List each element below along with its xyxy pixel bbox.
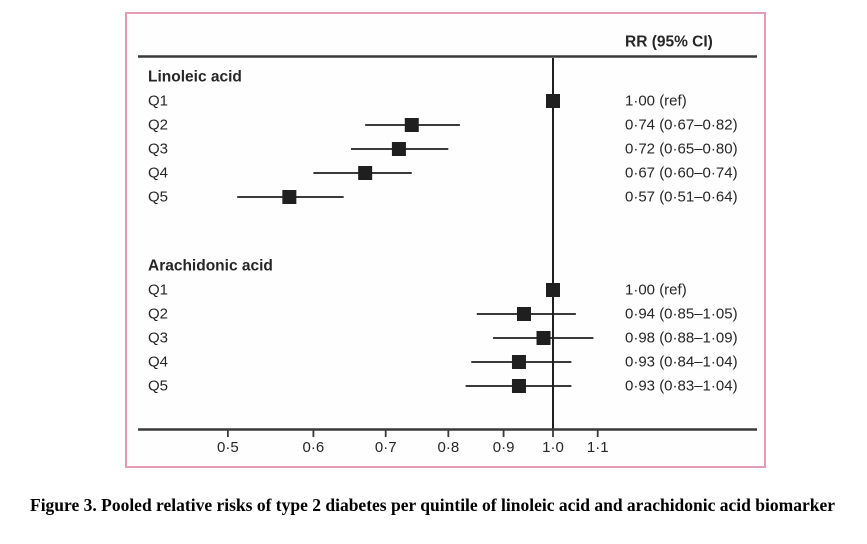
rr-ci-value: 0·74 (0·67–0·82) bbox=[625, 117, 738, 134]
row-label: Q4 bbox=[148, 354, 168, 371]
row-label: Q2 bbox=[148, 306, 168, 323]
point-estimate-square bbox=[511, 379, 526, 393]
point-estimate-square bbox=[516, 307, 531, 321]
forest-plot-generated: 0·5 0·6 0·7 0·8 0·9 1·0 1·1 Linoleic acid Q1 1·00… bbox=[138, 55, 757, 456]
x-axis-tick-label: 0·5 bbox=[217, 439, 239, 456]
row-label: Q4 bbox=[148, 165, 168, 182]
rr-ci-value: 0·93 (0·84–1·04) bbox=[625, 354, 738, 371]
x-axis-tick-label: 0·8 bbox=[437, 439, 459, 456]
rr-ci-value: 0·94 (0·85–1·05) bbox=[625, 306, 738, 323]
value-column-header: RR (95% CI) bbox=[625, 34, 713, 51]
point-estimate-square bbox=[391, 142, 406, 156]
rr-ci-value: 0·57 (0·51–0·64) bbox=[625, 189, 738, 206]
row-label: Q5 bbox=[148, 189, 168, 206]
group-label: Linoleic acid bbox=[148, 69, 242, 86]
rr-ci-value: 0·67 (0·60–0·74) bbox=[625, 165, 738, 182]
rr-ci-value: 1·00 (ref) bbox=[625, 282, 687, 299]
point-estimate-square bbox=[546, 283, 560, 297]
x-axis-tick-label: 0·6 bbox=[303, 439, 325, 456]
group-label: Arachidonic acid bbox=[148, 258, 273, 275]
x-axis-tick-label: 1·1 bbox=[587, 439, 609, 456]
row-label: Q5 bbox=[148, 378, 168, 395]
rr-ci-value: 0·98 (0·88–1·09) bbox=[625, 330, 738, 347]
point-estimate-square bbox=[358, 166, 373, 180]
row-label: Q1 bbox=[148, 282, 168, 299]
figure-caption: Figure 3. Pooled relative risks of type … bbox=[30, 495, 835, 515]
point-estimate-square bbox=[404, 118, 419, 132]
point-estimate-square bbox=[546, 94, 560, 108]
x-axis-tick-label: 1·0 bbox=[542, 439, 564, 456]
rr-ci-value: 0·93 (0·83–1·04) bbox=[625, 378, 738, 395]
x-axis-tick-label: 0·7 bbox=[375, 439, 397, 456]
rr-ci-value: 1·00 (ref) bbox=[625, 93, 687, 110]
row-label: Q3 bbox=[148, 141, 168, 158]
point-estimate-square bbox=[536, 331, 551, 345]
figure-frame bbox=[125, 12, 766, 468]
row-label: Q3 bbox=[148, 330, 168, 347]
row-label: Q2 bbox=[148, 117, 168, 134]
x-axis-tick-label: 0·9 bbox=[493, 439, 515, 456]
point-estimate-square bbox=[511, 355, 526, 369]
rr-ci-value: 0·72 (0·65–0·80) bbox=[625, 141, 738, 158]
point-estimate-square bbox=[282, 190, 297, 204]
row-label: Q1 bbox=[148, 93, 168, 110]
